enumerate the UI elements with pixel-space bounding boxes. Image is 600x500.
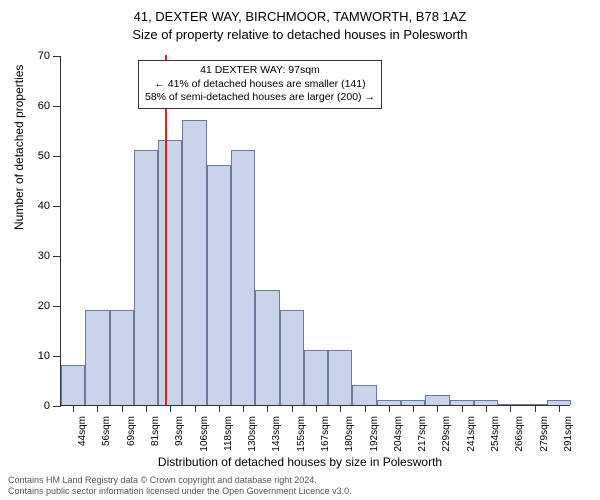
y-tick-label: 70 — [20, 50, 50, 62]
y-tick-label: 10 — [20, 350, 50, 362]
x-tick — [437, 406, 438, 412]
x-tick-label: 241sqm — [466, 416, 477, 452]
x-tick-label: 167sqm — [320, 416, 331, 452]
x-tick — [340, 406, 341, 412]
x-tick-label: 143sqm — [271, 416, 282, 452]
x-tick — [559, 406, 560, 412]
histogram-bar — [352, 385, 376, 405]
x-tick — [195, 406, 196, 412]
x-tick-label: 93sqm — [174, 416, 185, 446]
x-tick-label: 81sqm — [150, 416, 161, 446]
histogram-bar — [377, 400, 401, 405]
histogram-bar — [255, 290, 279, 405]
y-tick — [53, 56, 61, 57]
x-tick — [170, 406, 171, 412]
chart-title: 41, DEXTER WAY, BIRCHMOOR, TAMWORTH, B78… — [0, 0, 600, 43]
x-axis-title: Distribution of detached houses by size … — [0, 455, 600, 469]
x-tick — [316, 406, 317, 412]
y-tick — [53, 206, 61, 207]
annotation-line2: ← 41% of detached houses are smaller (14… — [145, 78, 375, 92]
x-tick — [365, 406, 366, 412]
footer-line1: Contains HM Land Registry data © Crown c… — [8, 475, 352, 486]
x-tick — [219, 406, 220, 412]
footer-attribution: Contains HM Land Registry data © Crown c… — [8, 475, 352, 497]
y-tick — [53, 406, 61, 407]
x-tick — [97, 406, 98, 412]
y-tick-label: 40 — [20, 200, 50, 212]
histogram-bar — [110, 310, 134, 405]
x-tick-label: 217sqm — [417, 416, 428, 452]
y-tick-label: 30 — [20, 250, 50, 262]
y-tick — [53, 106, 61, 107]
histogram-bar — [61, 365, 85, 405]
x-tick — [413, 406, 414, 412]
x-tick — [292, 406, 293, 412]
histogram-bar — [85, 310, 109, 405]
x-tick — [535, 406, 536, 412]
histogram-bar — [328, 350, 352, 405]
y-tick-label: 50 — [20, 150, 50, 162]
x-tick-label: 229sqm — [441, 416, 452, 452]
histogram-bar — [280, 310, 304, 405]
x-tick — [486, 406, 487, 412]
histogram-bar — [207, 165, 231, 405]
x-tick-label: 204sqm — [393, 416, 404, 452]
x-tick-label: 279sqm — [539, 416, 550, 452]
x-tick — [73, 406, 74, 412]
x-tick-label: 106sqm — [199, 416, 210, 452]
y-tick — [53, 156, 61, 157]
histogram-bar — [158, 140, 182, 405]
annotation-box: 41 DEXTER WAY: 97sqm ← 41% of detached h… — [138, 60, 382, 109]
y-tick-label: 20 — [20, 300, 50, 312]
y-tick-label: 0 — [20, 400, 50, 412]
x-tick — [462, 406, 463, 412]
histogram-bar — [498, 404, 522, 405]
x-tick-label: 69sqm — [126, 416, 137, 446]
title-address: 41, DEXTER WAY, BIRCHMOOR, TAMWORTH, B78… — [0, 8, 600, 26]
x-tick-label: 130sqm — [247, 416, 258, 452]
x-tick-label: 254sqm — [490, 416, 501, 452]
y-tick — [53, 306, 61, 307]
annotation-line1: 41 DEXTER WAY: 97sqm — [145, 64, 375, 78]
x-tick — [122, 406, 123, 412]
x-tick-label: 118sqm — [223, 416, 234, 451]
x-tick — [146, 406, 147, 412]
histogram-bar — [547, 400, 571, 405]
histogram-bar — [134, 150, 158, 405]
histogram-bar — [474, 400, 498, 405]
x-tick-label: 44sqm — [77, 416, 88, 446]
x-tick-label: 155sqm — [296, 416, 307, 452]
x-tick-label: 291sqm — [563, 416, 574, 452]
y-tick — [53, 356, 61, 357]
footer-line2: Contains public sector information licen… — [8, 486, 352, 497]
histogram-bar — [231, 150, 255, 405]
histogram-bar — [425, 395, 449, 405]
annotation-line3: 58% of semi-detached houses are larger (… — [145, 91, 375, 105]
chart-area: 01020304050607044sqm56sqm69sqm81sqm93sqm… — [60, 56, 570, 406]
x-tick-label: 180sqm — [344, 416, 355, 452]
histogram-bar — [450, 400, 474, 405]
y-tick-label: 60 — [20, 100, 50, 112]
x-tick-label: 192sqm — [369, 416, 380, 452]
x-tick-label: 266sqm — [514, 416, 525, 452]
x-tick — [243, 406, 244, 412]
x-tick — [267, 406, 268, 412]
histogram-bar — [401, 400, 425, 405]
histogram-bar — [182, 120, 206, 405]
histogram-bar — [522, 404, 546, 405]
x-tick-label: 56sqm — [101, 416, 112, 446]
y-tick — [53, 256, 61, 257]
histogram-bar — [304, 350, 328, 405]
x-tick — [389, 406, 390, 412]
title-subtitle: Size of property relative to detached ho… — [0, 26, 600, 44]
x-tick — [510, 406, 511, 412]
